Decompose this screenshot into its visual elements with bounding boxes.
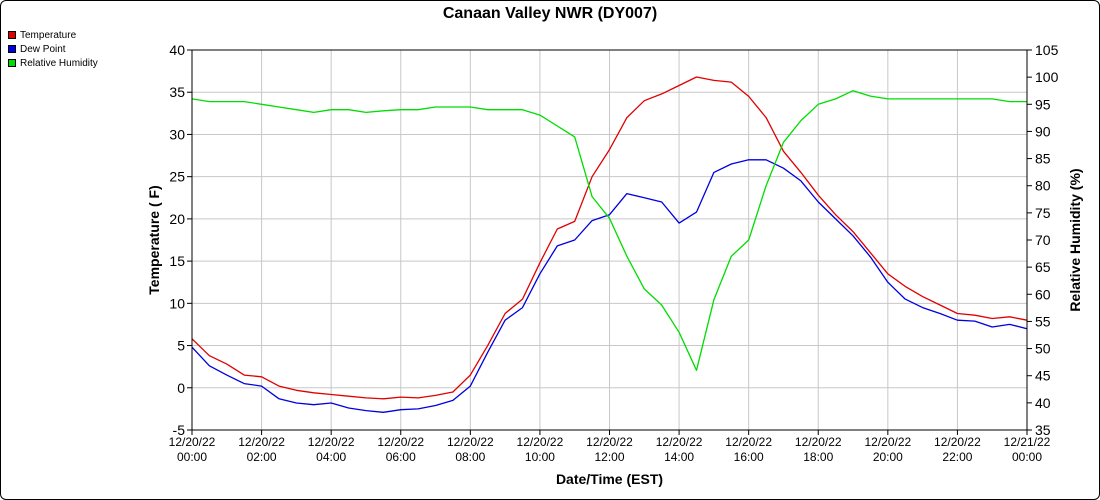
legend-item-dew-point: Dew Point [8, 42, 98, 56]
y-axis-title: Temperature ( F) [146, 185, 162, 294]
y-tick-label: 0 [177, 380, 185, 396]
y2-tick-label: 100 [1035, 69, 1059, 85]
x-axis-title: Date/Time (EST) [556, 471, 663, 487]
grid [191, 49, 1028, 431]
y-tick-label: 15 [169, 253, 185, 269]
x-tick-date: 12/20/22 [586, 435, 633, 449]
x-tick-date: 12/20/22 [308, 435, 355, 449]
series-line-dew-point [191, 159, 1028, 413]
legend: Temperature Dew Point Relative Humidity [8, 28, 98, 70]
legend-swatch-relative-humidity [8, 59, 16, 67]
x-tick-date: 12/20/22 [238, 435, 285, 449]
legend-label-dew-point: Dew Point [20, 43, 66, 55]
x-tick-date: 12/20/22 [795, 435, 842, 449]
x-tick-date: 12/20/22 [656, 435, 703, 449]
series-line-temperature [191, 76, 1028, 400]
y2-tick-label: 95 [1035, 96, 1051, 112]
x-tick-time: 12:00 [594, 450, 624, 464]
series-layer [191, 76, 1028, 413]
y2-tick-label: 35 [1035, 422, 1051, 438]
x-tick-time: 08:00 [455, 450, 485, 464]
legend-label-temperature: Temperature [20, 29, 77, 41]
y2-tick-label: 70 [1035, 232, 1051, 248]
x-tick-date: 12/21/22 [1004, 435, 1051, 449]
x-tick-time: 02:00 [247, 450, 277, 464]
y2-tick-label: 50 [1035, 341, 1051, 357]
y2-tick-label: 80 [1035, 178, 1051, 194]
x-tick-time: 18:00 [803, 450, 833, 464]
y-tick-label: 35 [169, 84, 185, 100]
x-tick-time: 04:00 [316, 450, 346, 464]
x-tick-date: 12/20/22 [447, 435, 494, 449]
y2-axis-ticks: 35 40 45 50 55 60 65 70 75 80 85 90 95 100 105 [1027, 42, 1059, 438]
y2-tick-label: 105 [1035, 42, 1059, 58]
legend-item-temperature: Temperature [8, 28, 98, 42]
x-tick-time: 10:00 [525, 450, 555, 464]
y2-axis-title: Relative Humidity (%) [1067, 168, 1083, 311]
x-tick-date: 12/20/22 [169, 435, 216, 449]
y2-tick-label: 40 [1035, 395, 1051, 411]
y-tick-label: 40 [169, 42, 185, 58]
y2-tick-label: 90 [1035, 123, 1051, 139]
y-tick-label: 30 [169, 126, 185, 142]
legend-label-relative-humidity: Relative Humidity [20, 57, 98, 69]
y-tick-label: 20 [169, 211, 185, 227]
y-tick-label: 25 [169, 169, 185, 185]
x-tick-time: 06:00 [386, 450, 416, 464]
legend-swatch-temperature [8, 31, 16, 39]
y2-tick-label: 65 [1035, 259, 1051, 275]
x-tick-time: 16:00 [734, 450, 764, 464]
x-tick-date: 12/20/22 [934, 435, 981, 449]
y-tick-label: -5 [173, 422, 186, 438]
y2-tick-label: 55 [1035, 313, 1051, 329]
legend-item-relative-humidity: Relative Humidity [8, 56, 98, 70]
x-tick-date: 12/20/22 [517, 435, 564, 449]
y-tick-label: 10 [169, 295, 185, 311]
series-line-relative-humidity [191, 90, 1027, 371]
x-tick-time: 14:00 [664, 450, 694, 464]
y2-tick-label: 85 [1035, 151, 1051, 167]
y-axis-ticks: -5 0 5 10 15 20 25 30 35 40 [169, 42, 192, 438]
x-tick-date: 12/20/22 [864, 435, 911, 449]
x-tick-date: 12/20/22 [725, 435, 772, 449]
x-tick-time: 00:00 [1012, 450, 1042, 464]
x-tick-time: 00:00 [177, 450, 207, 464]
x-axis-ticks: 12/20/2200:0012/20/2202:0012/20/2204:001… [169, 430, 1051, 464]
legend-swatch-dew-point [8, 45, 16, 53]
y2-tick-label: 75 [1035, 205, 1051, 221]
chart-title: Canaan Valley NWR (DY007) [442, 5, 658, 22]
x-tick-date: 12/20/22 [377, 435, 424, 449]
y2-tick-label: 45 [1035, 368, 1051, 384]
y-tick-label: 5 [177, 338, 185, 354]
y2-tick-label: 60 [1035, 286, 1051, 302]
x-tick-time: 20:00 [873, 450, 903, 464]
x-tick-time: 22:00 [942, 450, 972, 464]
